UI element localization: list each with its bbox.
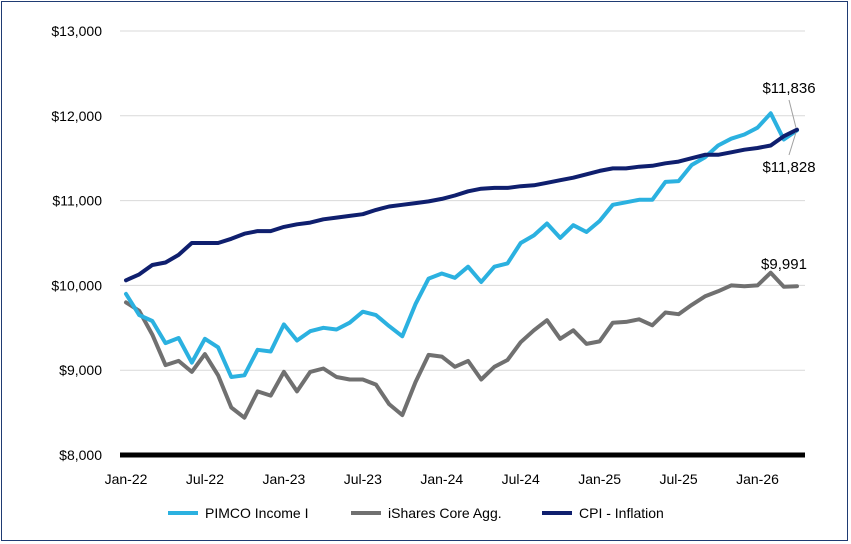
y-tick-label: $11,000 — [52, 193, 102, 209]
series-line-pimco-income-i — [124, 111, 799, 379]
y-axis-tick-labels: $8,000 $9,000 $10,000 $11,000 $12,000 $13,000 — [51, 23, 102, 463]
x-tick-label: Jan-26 — [736, 471, 779, 487]
annotation-pimco-end-value: $11,828 — [762, 159, 815, 176]
gridlines — [120, 30, 805, 458]
y-tick-label: $8,000 — [59, 447, 102, 463]
x-tick-label: Jul-22 — [186, 471, 224, 487]
legend: PIMCO Income I iShares Core Agg. CPI - Inf… — [168, 505, 664, 521]
x-tick-label: Jan-24 — [420, 471, 463, 487]
series-line-ishares-core-agg — [124, 270, 799, 420]
y-tick-label: $10,000 — [51, 277, 102, 293]
annotation-leader-top — [788, 99, 797, 128]
end-annotations: $11,836 $11,828 $9,991 — [761, 80, 816, 273]
x-tick-label: Jul-23 — [344, 471, 382, 487]
legend-label-pimco-income-i: PIMCO Income I — [205, 505, 308, 521]
legend-label-cpi-inflation: CPI - Inflation — [579, 505, 664, 521]
annotation-ishares-end-value: $9,991 — [761, 256, 807, 273]
legend-label-ishares-core-agg: iShares Core Agg. — [388, 505, 502, 521]
annotation-leader-bottom — [788, 132, 797, 156]
x-tick-label: Jan-25 — [578, 471, 621, 487]
y-tick-label: $13,000 — [51, 23, 102, 39]
series-line-cpi-inflation — [124, 127, 799, 283]
series-lines — [124, 111, 799, 420]
x-tick-label: Jan-22 — [105, 471, 148, 487]
y-tick-label: $9,000 — [59, 362, 102, 378]
y-tick-label: $12,000 — [51, 108, 102, 124]
x-axis-tick-labels: Jan-22 Jul-22 Jan-23 Jul-23 Jan-24 Jul-24 Jan-… — [105, 471, 780, 487]
annotation-cpi-end-value: $11,836 — [762, 80, 815, 97]
x-tick-label: Jul-25 — [660, 471, 698, 487]
x-tick-label: Jan-23 — [262, 471, 305, 487]
x-tick-label: Jul-24 — [502, 471, 540, 487]
